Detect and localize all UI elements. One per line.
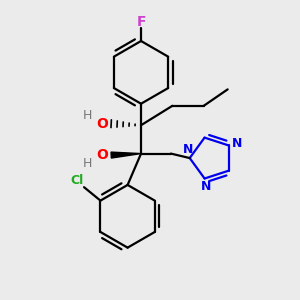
Text: F: F — [136, 15, 146, 28]
Text: H: H — [82, 157, 92, 170]
Text: N: N — [201, 180, 211, 194]
Text: O: O — [96, 148, 108, 162]
Polygon shape — [111, 152, 141, 158]
Text: Cl: Cl — [71, 174, 84, 187]
Text: N: N — [232, 136, 242, 149]
Text: N: N — [183, 143, 194, 156]
Text: H: H — [82, 109, 92, 122]
Text: O: O — [96, 117, 108, 131]
